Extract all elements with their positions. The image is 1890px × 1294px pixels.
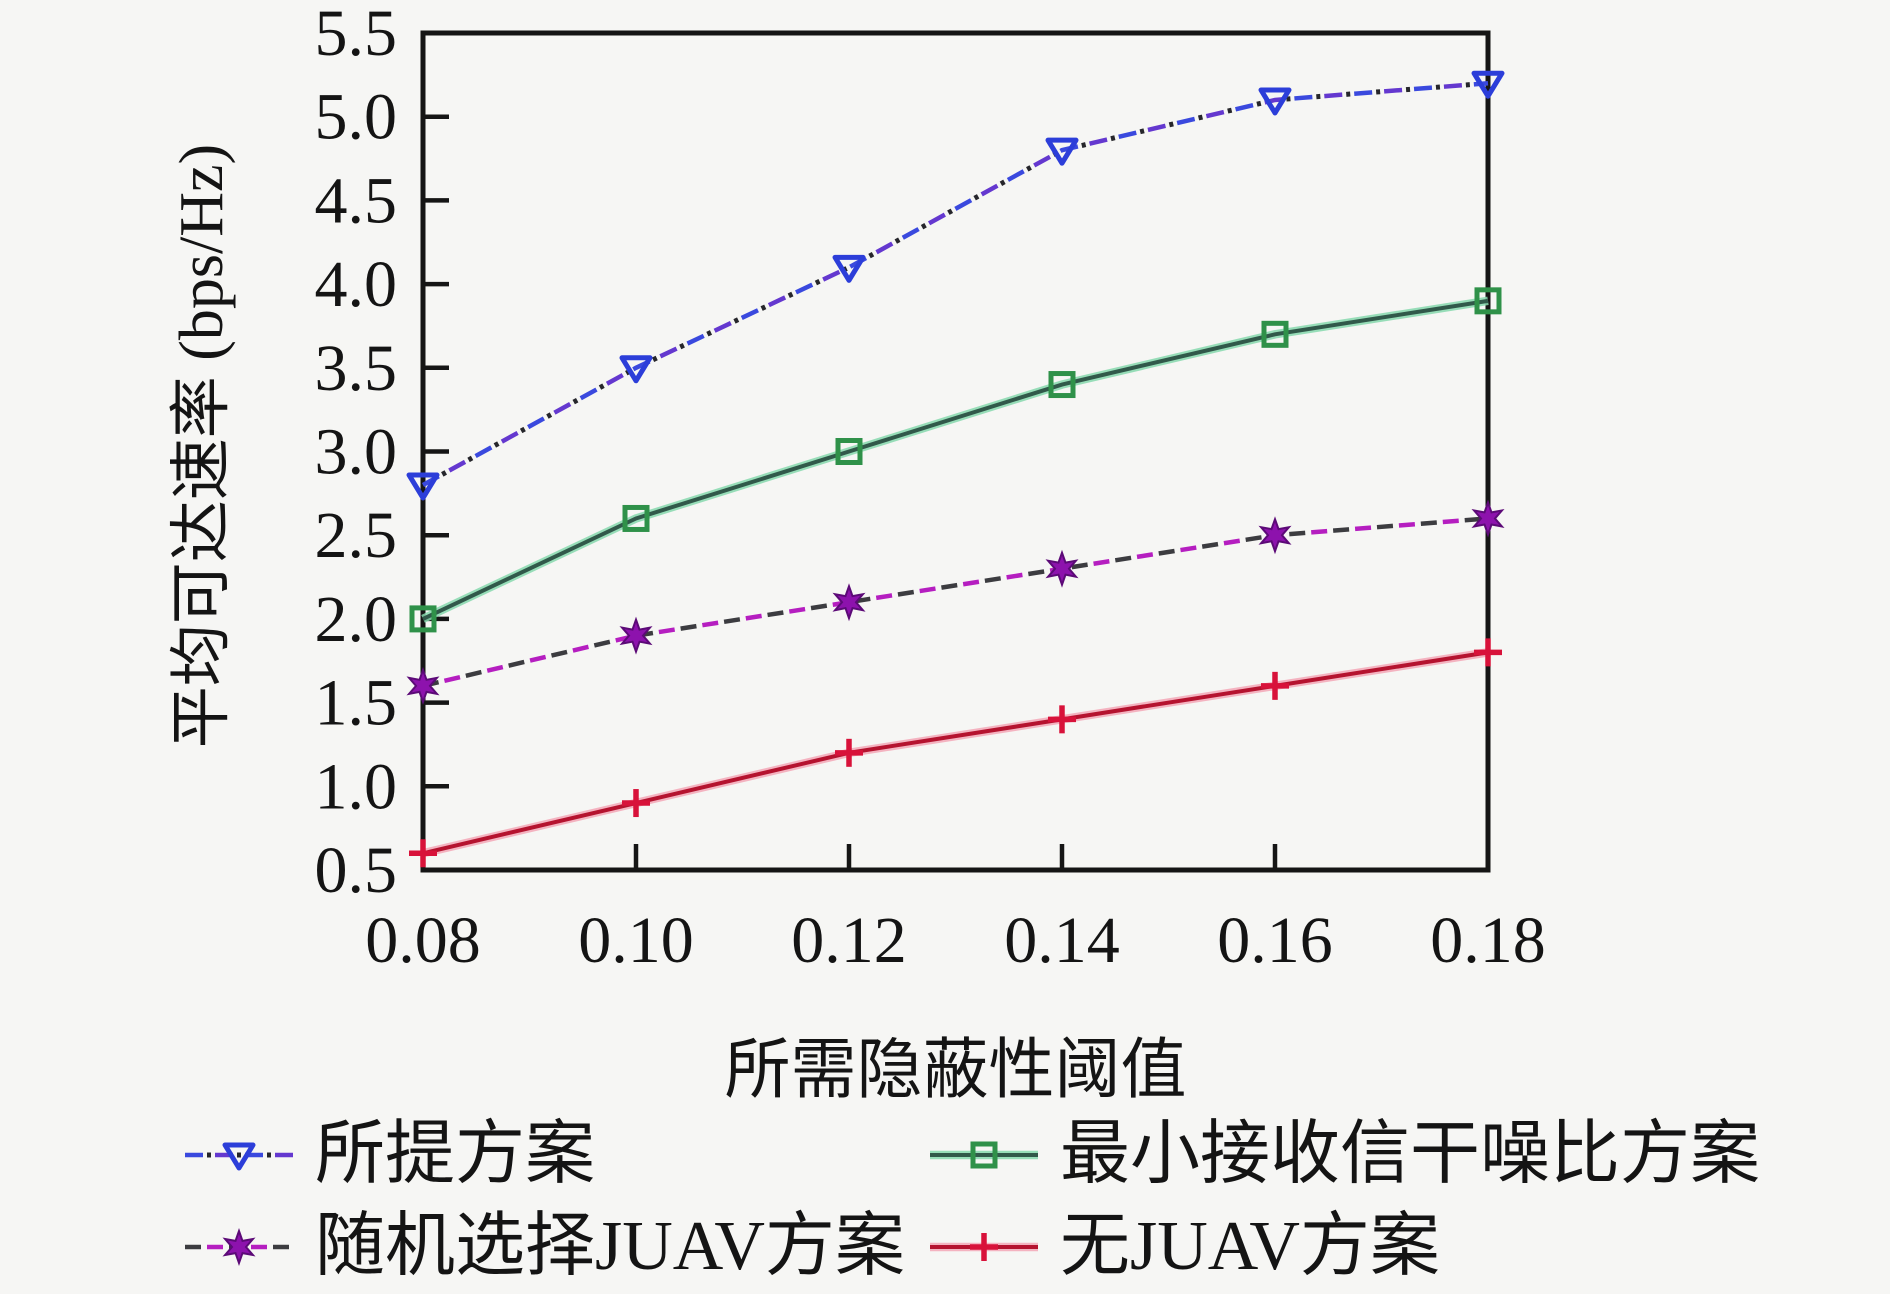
x-axis-title: 所需隐蔽性阈值 [724,1034,1187,1107]
star6-marker-icon [1258,516,1292,555]
square-marker-icon [1474,287,1502,315]
triangle-down-marker-icon [1045,137,1079,166]
star6-marker-icon [1045,549,1079,588]
star6-marker-icon [222,1227,256,1267]
legend-item-min-sinr: 最小接收信干噪比方案 [928,1118,1760,1192]
star6-marker-icon [619,616,653,655]
x-tick-label: 0.18 [1430,904,1546,977]
solid-plus-swatch-icon [930,1233,1038,1261]
square-marker-icon [835,438,863,465]
square-marker-icon [970,1141,998,1169]
triangle-down-marker-icon [1471,70,1505,99]
legend-item-random-juav: 随机选择JUAV方案 [183,1210,905,1284]
square-marker-icon [1261,320,1289,348]
legend-label: 所提方案 [315,1116,595,1193]
star6-marker-icon [406,666,440,705]
triangle-down-marker-icon [1258,87,1292,116]
legend-label: 最小接收信干噪比方案 [1060,1116,1760,1193]
x-tick-label: 0.08 [365,904,481,977]
x-tick-label: 0.10 [578,904,694,977]
y-tick-label: 0.5 [315,834,398,907]
triangle-down-marker-icon [222,1142,256,1171]
axes-border [420,30,1491,873]
y-tick-label: 1.0 [315,750,398,823]
dashed-star-swatch-icon [185,1227,293,1267]
series-line [421,296,1489,623]
series-line [422,516,1489,689]
legend-label: 无JUAV方案 [1060,1208,1440,1285]
square-marker-icon [409,605,437,633]
legend-label: 随机选择JUAV方案 [315,1208,905,1285]
solid-square-swatch-icon [930,1141,1038,1169]
y-tick-label: 1.5 [315,667,398,740]
x-tick-label: 0.14 [1004,904,1120,977]
series-line [421,80,1489,487]
y-tick-label: 4.5 [315,164,398,237]
star6-marker-icon [832,583,866,622]
y-tick-label: 3.0 [315,416,398,489]
series-line [421,80,1489,487]
x-tick-label: 0.12 [791,904,907,977]
triangle-down-marker-icon [832,254,866,283]
star6-marker-icon [1471,499,1505,538]
y-tick-label: 5.0 [315,81,398,154]
y-tick-label: 2.0 [315,583,398,656]
y-tick-label: 3.5 [315,332,398,405]
square-marker-icon [622,504,650,532]
triangle-down-marker-icon [406,472,440,501]
dash-dot-triangle-swatch-icon [185,1142,293,1171]
y-tick-label: 4.0 [315,248,398,321]
series-line [422,648,1489,858]
legend-item-proposed: 所提方案 [183,1118,595,1192]
x-tick-label: 0.16 [1217,904,1333,977]
y-tick-label: 2.5 [315,499,398,572]
legend-item-no-juav: 无JUAV方案 [928,1210,1440,1284]
series-line [422,650,1489,856]
y-axis-title: 平均可达速率 (bps/Hz) [168,143,236,749]
square-marker-icon [1048,371,1076,399]
triangle-down-marker-icon [619,355,653,384]
y-tick-label: 5.5 [315,0,398,70]
series-line [422,298,1489,621]
series-line [421,80,1489,488]
